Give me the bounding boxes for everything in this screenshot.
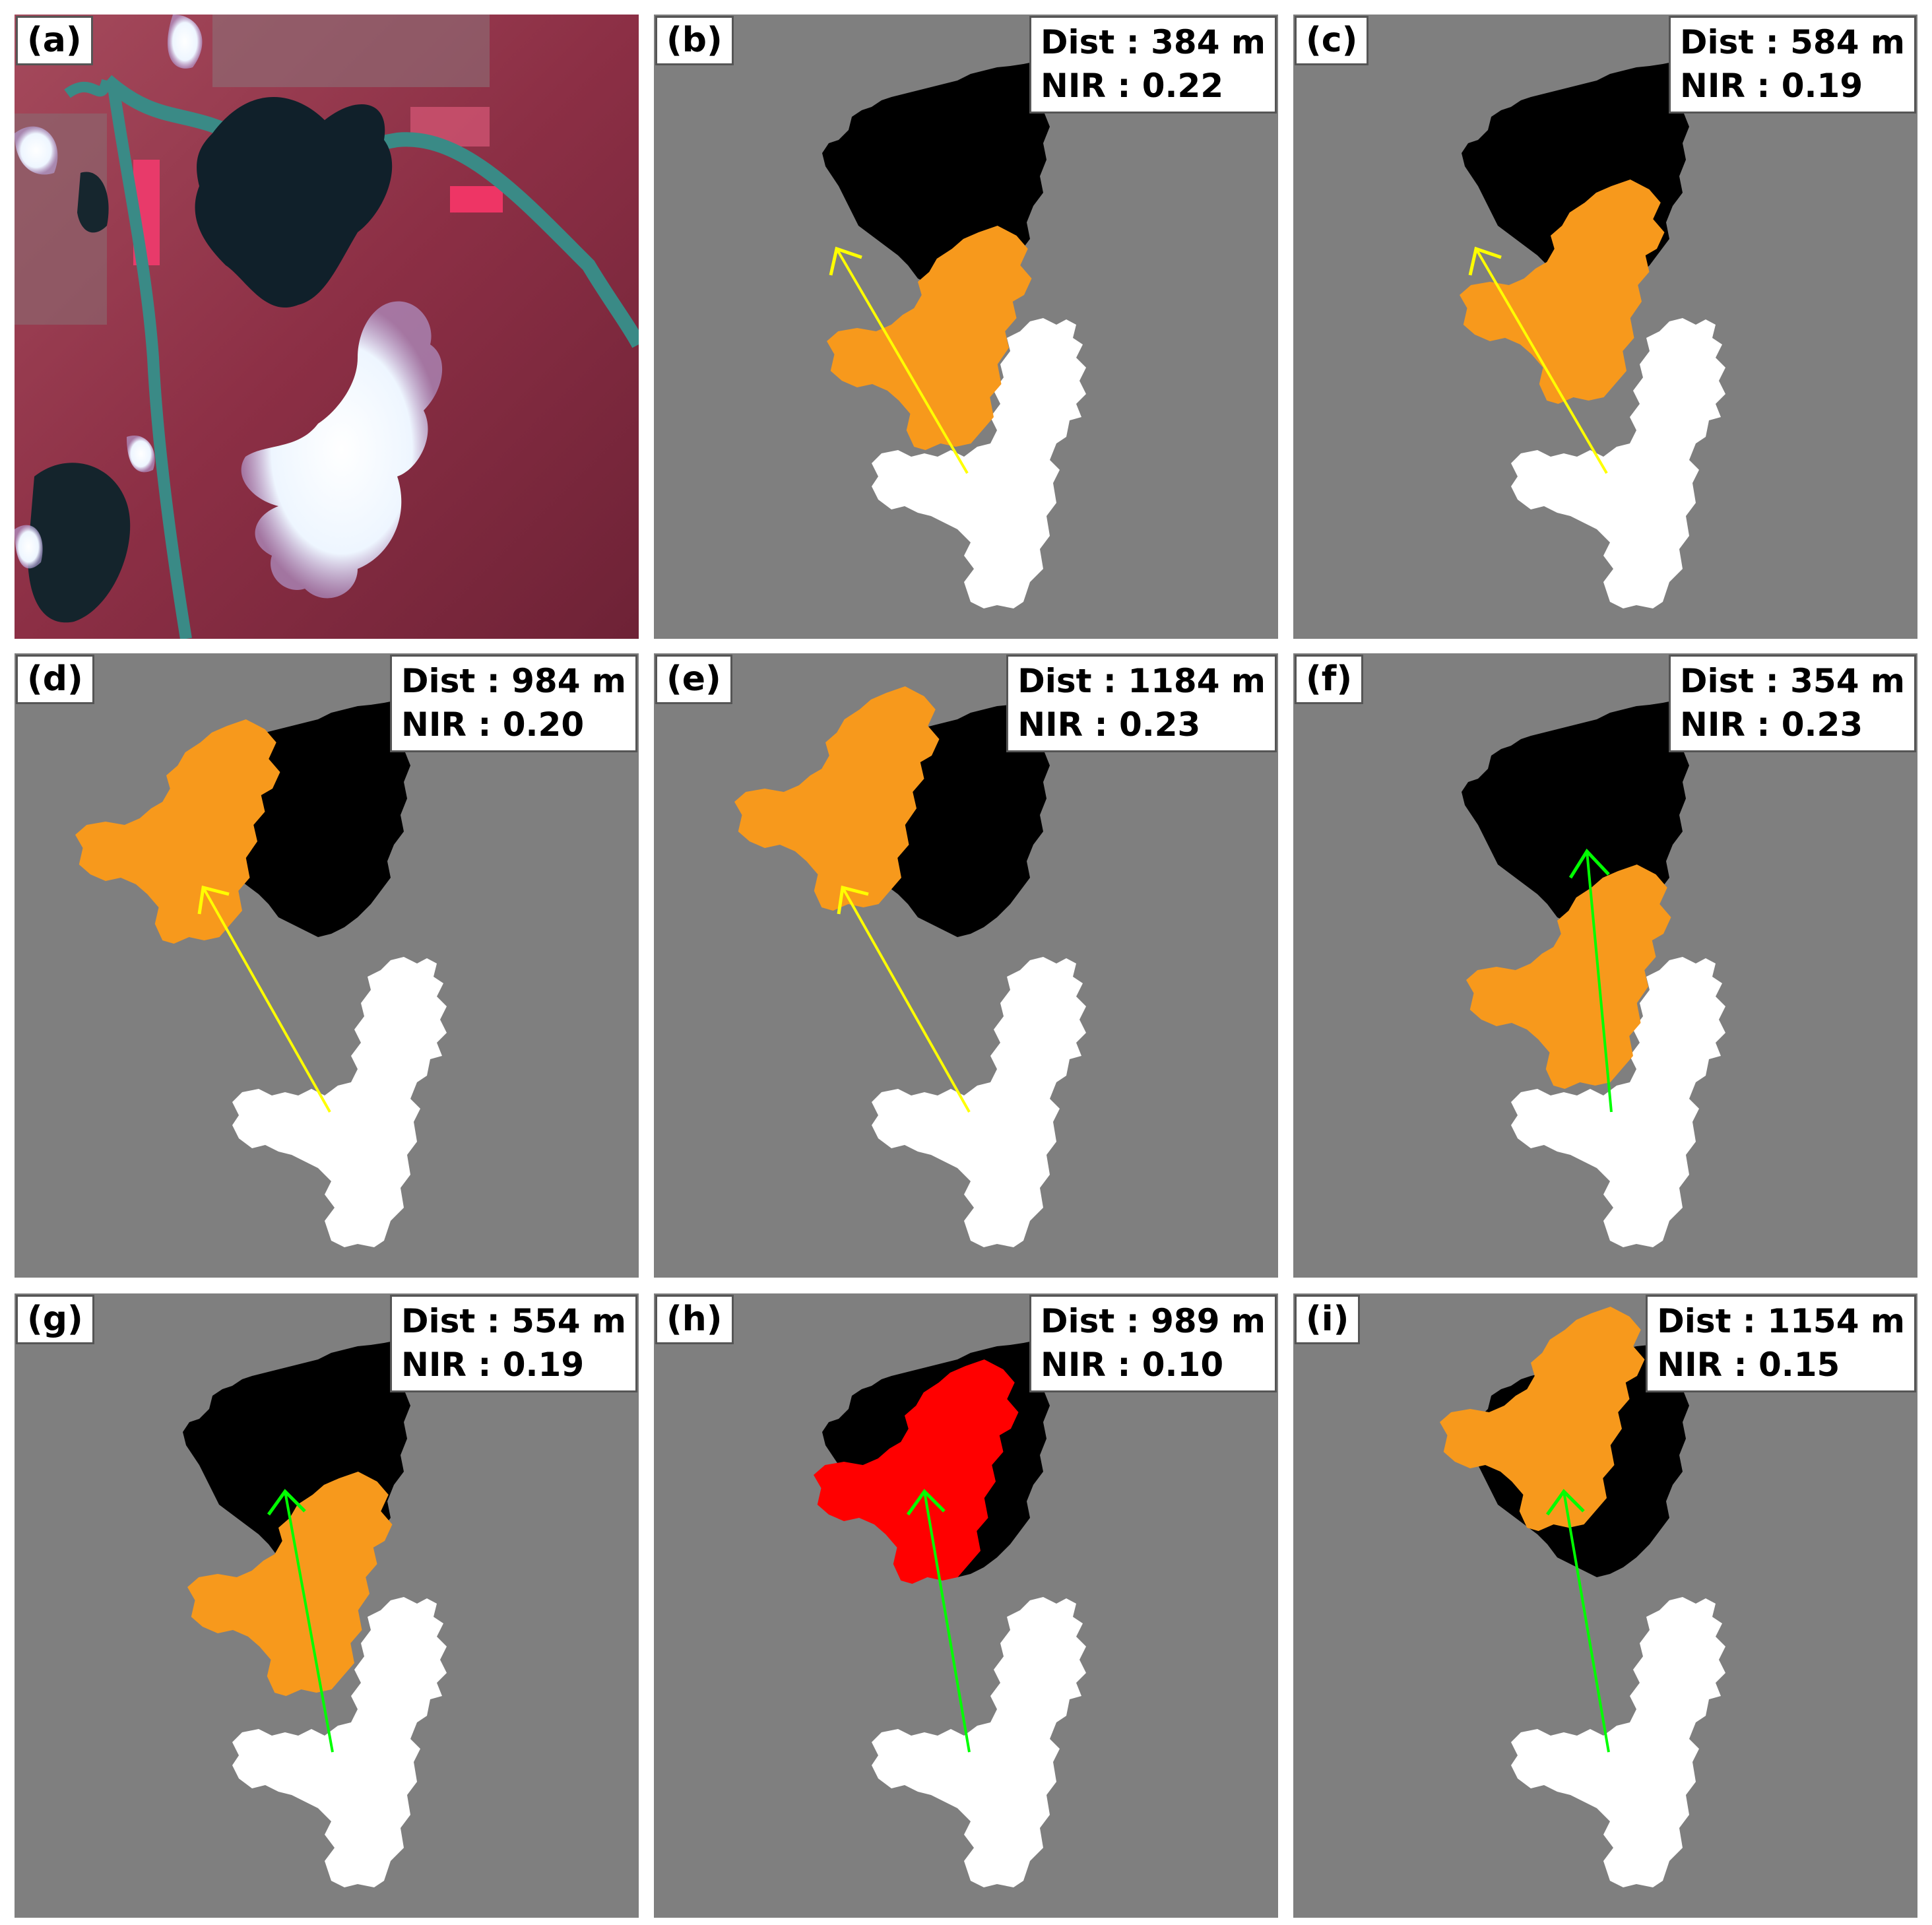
info-box: Dist : 984 m NIR : 0.20 [390,655,637,752]
panel-label: (a) [16,16,93,66]
panel-label: (h) [655,1295,734,1345]
nir-value: NIR : 0.23 [1680,705,1863,744]
nir-value: NIR : 0.10 [1041,1346,1224,1384]
info-box: Dist : 584 m NIR : 0.19 [1669,16,1916,114]
nir-value: NIR : 0.22 [1041,67,1224,105]
info-box: Dist : 554 m NIR : 0.19 [390,1295,637,1392]
projected-cloud [75,719,280,944]
panel-d: (d) Dist : 984 m NIR : 0.20 [15,653,639,1278]
distance-value: Dist : 584 m [1680,23,1905,61]
panel-label: (i) [1295,1295,1361,1345]
search-arrow [835,247,969,474]
panel-f: (f) Dist : 354 m NIR : 0.23 [1293,653,1917,1278]
search-arrow [284,1491,334,1753]
cloud-mask [1511,1597,1725,1887]
cloud-mask [232,957,447,1247]
panel-a: (a) [15,15,639,639]
info-box: Dist : 1154 m NIR : 0.15 [1646,1295,1916,1392]
panel-i: (i) Dist : 1154 m NIR : 0.15 [1293,1293,1917,1918]
distance-value: Dist : 984 m [401,662,626,700]
info-box: Dist : 384 m NIR : 0.22 [1029,16,1277,114]
search-arrow [1586,851,1613,1113]
distance-value: Dist : 1154 m [1657,1302,1905,1340]
satellite-image [15,15,639,639]
search-arrow [1562,1491,1610,1753]
panel-label: (f) [1295,655,1364,705]
nir-value: NIR : 0.15 [1657,1346,1840,1384]
nir-value: NIR : 0.23 [1017,705,1201,744]
search-arrow [923,1491,971,1753]
distance-value: Dist : 1184 m [1017,662,1266,700]
nir-value: NIR : 0.19 [401,1346,585,1384]
info-box: Dist : 354 m NIR : 0.23 [1669,655,1916,752]
nir-value: NIR : 0.19 [1680,67,1863,105]
panel-label: (g) [16,1295,94,1345]
panel-e: (e) Dist : 1184 m NIR : 0.23 [654,653,1278,1278]
panel-g: (g) Dist : 554 m NIR : 0.19 [15,1293,639,1918]
distance-value: Dist : 989 m [1041,1302,1266,1340]
cloud-mask [872,1597,1086,1887]
cloud-mask [872,957,1086,1247]
panel-c: (c) Dist : 584 m NIR : 0.19 [1293,15,1917,639]
distance-value: Dist : 384 m [1041,23,1266,61]
panel-label: (b) [655,16,734,66]
info-box: Dist : 1184 m NIR : 0.23 [1006,655,1277,752]
panel-label: (d) [16,655,94,705]
nir-value: NIR : 0.20 [401,705,585,744]
search-arrow [202,887,331,1113]
panel-b: (b) Dist : 384 m NIR : 0.22 [654,15,1278,639]
info-box: Dist : 989 m NIR : 0.10 [1029,1295,1277,1392]
panel-label: (e) [655,655,732,705]
distance-value: Dist : 554 m [401,1302,626,1340]
panel-h: (h) Dist : 989 m NIR : 0.10 [654,1293,1278,1918]
search-arrow [1475,247,1608,474]
panel-label: (c) [1295,16,1369,66]
search-arrow [841,887,971,1113]
distance-value: Dist : 354 m [1680,662,1905,700]
